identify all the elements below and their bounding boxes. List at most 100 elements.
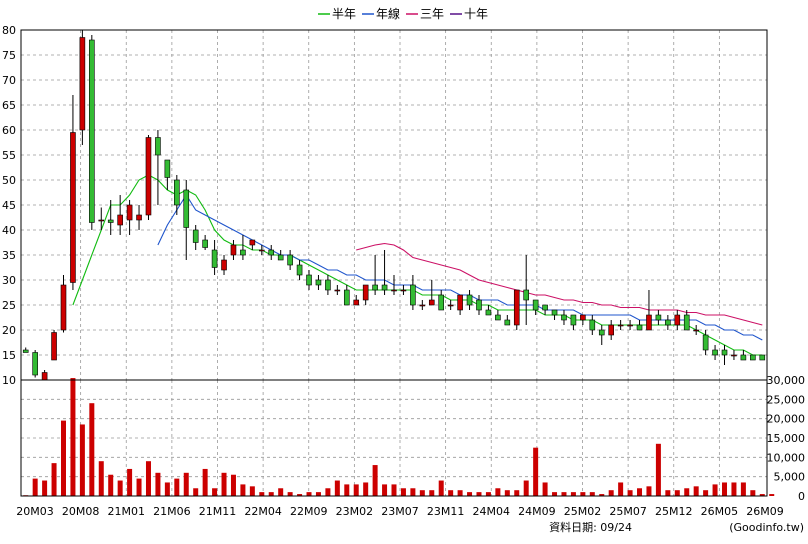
price-tick-label: 75 [2, 49, 16, 62]
candle-body [523, 289, 530, 301]
x-tick-label: 21M01 [108, 505, 146, 518]
candle-body [202, 239, 208, 248]
price-tick-label: 15 [2, 349, 16, 362]
volume-bar [221, 472, 227, 496]
candle-body [277, 254, 284, 261]
volume-bar [268, 492, 274, 496]
volume-bar [193, 488, 199, 496]
candle-body [249, 239, 256, 246]
candle-body [155, 137, 161, 156]
volume-bar [722, 482, 728, 496]
price-tick-label: 30 [2, 274, 16, 287]
candle-body [343, 289, 350, 306]
x-tick-label: 23M07 [381, 505, 419, 518]
candle-body [391, 289, 397, 292]
candle-body [598, 329, 605, 336]
volume-bar [400, 488, 406, 496]
x-tick-label: 26M09 [746, 505, 784, 518]
candle-body [589, 319, 596, 331]
candle-body [79, 37, 86, 131]
volume-bar [117, 480, 123, 496]
volume-bar [372, 465, 378, 496]
candle-body [381, 284, 388, 291]
x-tick-label: 24M09 [518, 505, 556, 518]
volume-bar [599, 494, 605, 496]
candle-body [580, 314, 586, 321]
series-line [157, 193, 763, 341]
candle-body [334, 289, 341, 292]
volume-bar [212, 488, 218, 496]
candle-body [721, 349, 728, 356]
volume-bar [334, 480, 340, 496]
candle-body [485, 309, 492, 316]
volume-bar [684, 488, 690, 496]
price-tick-label: 35 [2, 249, 16, 262]
volume-bar [136, 478, 142, 496]
volume-bar [230, 474, 236, 496]
candle-body [570, 314, 577, 326]
volume-bar [750, 490, 756, 496]
candle-body [627, 324, 633, 327]
volume-tick-label: 0 [798, 490, 805, 503]
candle-body [731, 354, 737, 357]
volume-bar [60, 420, 66, 496]
candle-body [542, 304, 548, 311]
volume-bar [419, 490, 425, 496]
candle-body [211, 249, 218, 268]
volume-bar [164, 482, 170, 496]
x-tick-label: 23M02 [336, 505, 374, 518]
volume-bar [259, 492, 265, 496]
grid [21, 30, 767, 496]
volume-bar [476, 492, 482, 496]
volume-bar [769, 494, 775, 496]
candle-body [287, 254, 293, 266]
volume-bar [504, 490, 510, 496]
x-tick-label: 24M04 [473, 505, 511, 518]
candle-body [428, 299, 435, 306]
price-tick-label: 80 [2, 24, 16, 37]
candle-body [221, 259, 227, 271]
candle-body [41, 372, 48, 381]
price-tick-label: 65 [2, 99, 16, 112]
volume-tick-label: 25,000 [767, 393, 806, 406]
candle-body [400, 289, 407, 292]
candle-body [665, 319, 671, 326]
volume-bar [51, 463, 57, 496]
volume-tick-label: 10,000 [767, 451, 806, 464]
price-tick-label: 45 [2, 199, 16, 212]
candle-body [740, 354, 747, 361]
price-tick-label: 60 [2, 124, 16, 137]
candle-body [107, 219, 114, 223]
candle-body [164, 159, 171, 178]
candle-body [145, 137, 152, 216]
candle-body [513, 289, 520, 326]
volume-bar [665, 490, 671, 496]
candle-body [372, 284, 378, 291]
candle-body [636, 324, 643, 331]
volume-bar [580, 492, 586, 496]
candle-body [89, 39, 95, 223]
volume-bar [646, 486, 652, 496]
candle-body [466, 294, 473, 306]
volume-bar [637, 488, 643, 496]
volume-bar [382, 484, 388, 496]
volume-bar [344, 484, 350, 496]
candle-body [258, 249, 265, 252]
volume-bar [759, 494, 765, 496]
candle-body [296, 264, 303, 276]
volume-bar [589, 492, 595, 496]
candle-body [759, 354, 766, 361]
volume-bar [608, 490, 614, 496]
volume-bar [703, 490, 709, 496]
volume-bar [42, 480, 48, 496]
volume-bar [570, 492, 576, 496]
candle-body [98, 219, 105, 222]
price-tick-label: 55 [2, 149, 16, 162]
volume-bar [457, 490, 463, 496]
volume-bar [183, 472, 189, 496]
candle-body [693, 329, 699, 332]
candle-body [70, 132, 76, 283]
price-tick-label: 10 [2, 374, 16, 387]
x-tick-label: 21M06 [153, 505, 191, 518]
